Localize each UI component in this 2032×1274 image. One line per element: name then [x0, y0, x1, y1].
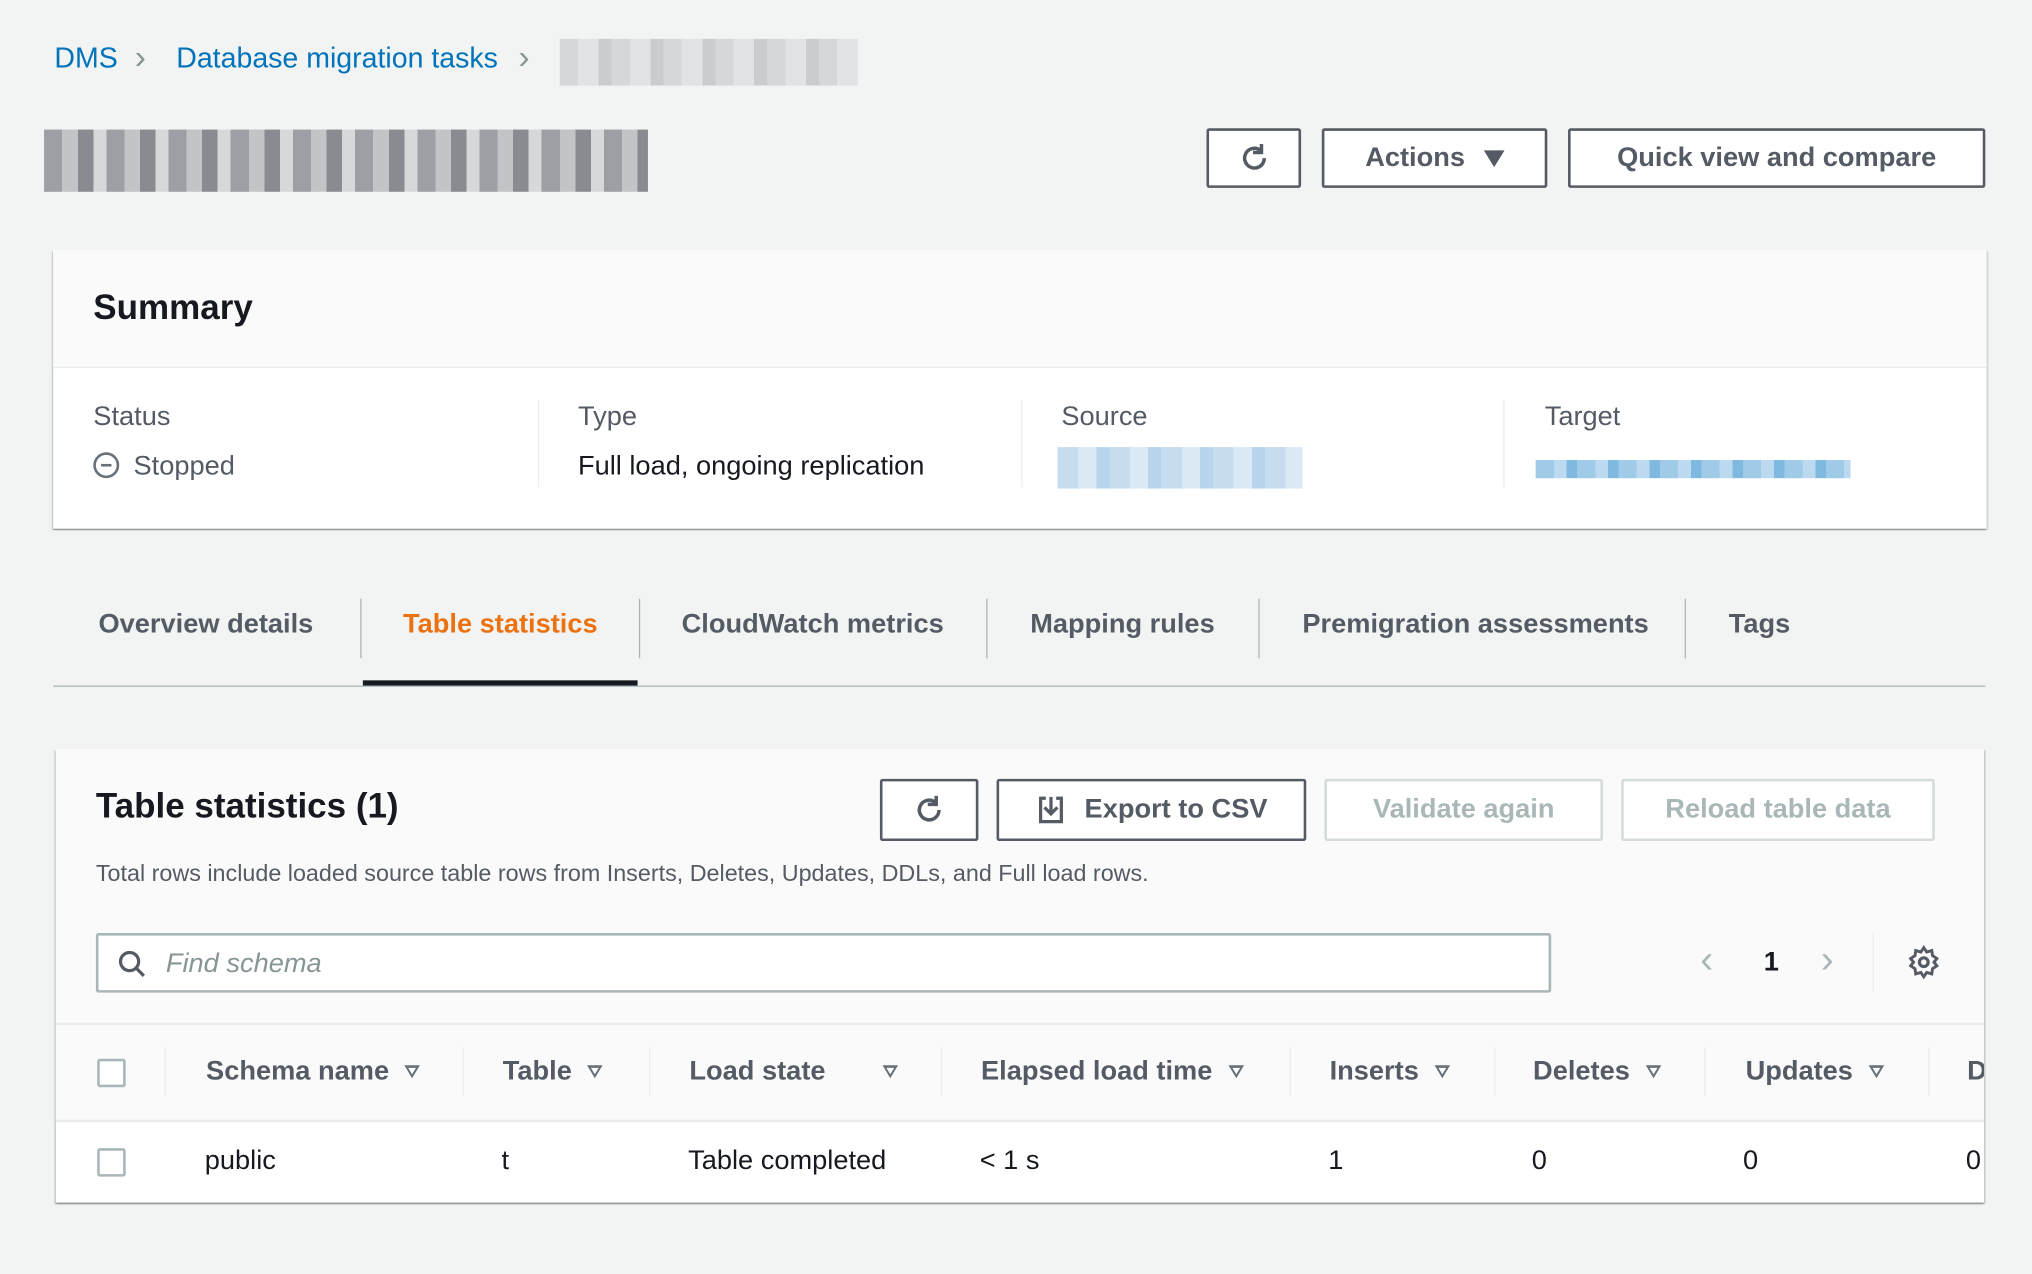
sort-icon	[1645, 1065, 1661, 1079]
chevron-right-icon: ›	[134, 37, 147, 77]
cell-table: t	[501, 1145, 510, 1176]
reload-table-data-button[interactable]: Reload table data	[1621, 778, 1935, 842]
validate-again-button[interactable]: Validate again	[1324, 778, 1604, 842]
page-title-redacted	[44, 129, 648, 192]
column-header-deletes[interactable]: Deletes	[1533, 1056, 1661, 1087]
column-header-table[interactable]: Table	[503, 1056, 603, 1087]
table-statistics-description: Total rows include loaded source table r…	[95, 860, 1149, 887]
column-header-inserts[interactable]: Inserts	[1330, 1056, 1450, 1087]
source-link-redacted[interactable]	[1057, 447, 1303, 489]
tab-mapping-rules[interactable]: Mapping rules	[1030, 609, 1215, 639]
refresh-table-button[interactable]	[879, 778, 979, 842]
source-label: Source	[1061, 401, 1148, 432]
quick-view-compare-button[interactable]: Quick view and compare	[1568, 128, 1986, 188]
export-label: Export to CSV	[1084, 794, 1268, 825]
status-value: Stopped	[133, 450, 235, 481]
type-label: Type	[577, 401, 637, 432]
cell-schema-name: public	[204, 1145, 276, 1176]
cell-ddls: 0	[1965, 1145, 1982, 1176]
previous-page-icon[interactable]: ‹	[1700, 938, 1714, 981]
column-header-ddls-clipped[interactable]: D	[1967, 1056, 1984, 1087]
tab-tags[interactable]: Tags	[1728, 609, 1791, 639]
select-all-checkbox[interactable]	[97, 1058, 126, 1088]
row-checkbox[interactable]	[97, 1148, 126, 1177]
sort-icon	[882, 1065, 899, 1079]
column-header-elapsed-load-time[interactable]: Elapsed load time	[981, 1056, 1244, 1087]
download-icon	[1038, 796, 1063, 824]
tab-premigration-assessments[interactable]: Premigration assessments	[1302, 609, 1649, 639]
sort-icon	[1434, 1065, 1450, 1079]
tab-table-statistics[interactable]: Table statistics	[403, 609, 598, 639]
cell-elapsed-load-time: < 1 s	[979, 1145, 1040, 1176]
breadcrumb-dms[interactable]: DMS	[54, 41, 118, 74]
tab-cloudwatch-metrics[interactable]: CloudWatch metrics	[681, 609, 944, 639]
chevron-right-icon: ›	[518, 37, 530, 77]
cell-updates: 0	[1742, 1145, 1759, 1176]
actions-button[interactable]: Actions	[1321, 128, 1548, 188]
summary-card	[53, 250, 1987, 529]
refresh-icon	[917, 795, 941, 822]
breadcrumb-current-redacted	[559, 38, 858, 86]
next-page-icon[interactable]: ›	[1820, 938, 1834, 981]
find-schema-placeholder: Find schema	[165, 948, 322, 979]
actions-label: Actions	[1365, 142, 1466, 173]
gear-icon[interactable]	[1906, 944, 1941, 980]
stopped-icon	[93, 452, 120, 479]
sort-icon	[1868, 1065, 1885, 1079]
target-label: Target	[1544, 401, 1621, 432]
column-header-load-state[interactable]: Load state	[689, 1056, 899, 1087]
sort-icon	[587, 1065, 603, 1079]
sort-icon	[1227, 1065, 1244, 1079]
refresh-icon	[1242, 144, 1266, 170]
target-link-redacted[interactable]	[1535, 460, 1851, 479]
find-schema-input[interactable]: Find schema	[95, 933, 1552, 993]
breadcrumb-tasks[interactable]: Database migration tasks	[176, 41, 498, 74]
tab-overview-details[interactable]: Overview details	[98, 609, 314, 639]
summary-title: Summary	[93, 287, 253, 327]
type-value: Full load, ongoing replication	[577, 450, 925, 481]
export-csv-button[interactable]: Export to CSV	[996, 778, 1307, 842]
column-header-schema-name[interactable]: Schema name	[206, 1056, 421, 1087]
tabs-divider	[53, 685, 1986, 687]
sort-icon	[404, 1065, 421, 1079]
status-label: Status	[93, 401, 171, 432]
search-icon	[118, 950, 145, 977]
active-tab-indicator	[362, 680, 638, 686]
refresh-button[interactable]	[1206, 128, 1302, 188]
column-header-updates[interactable]: Updates	[1746, 1056, 1885, 1087]
table-statistics-title: Table statistics (1)	[95, 786, 399, 826]
current-page[interactable]: 1	[1763, 947, 1779, 978]
cell-load-state: Table completed	[688, 1145, 887, 1176]
cell-inserts: 1	[1328, 1145, 1344, 1176]
cell-deletes: 0	[1531, 1145, 1547, 1176]
caret-down-icon	[1483, 149, 1504, 167]
